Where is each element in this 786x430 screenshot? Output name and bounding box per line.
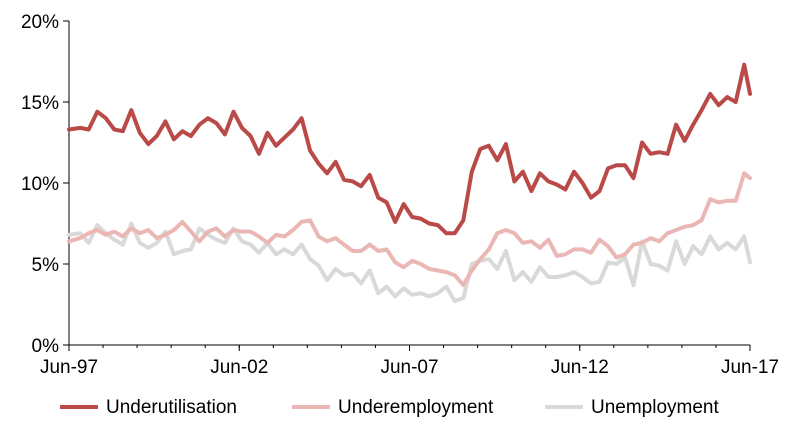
x-tick-label: Jun-17 [721, 357, 779, 378]
legend-label-unemployment: Unemployment [591, 397, 719, 418]
x-tick-label: Jun-02 [210, 357, 268, 378]
y-tick-label: 15% [21, 93, 59, 114]
y-tick-label: 0% [32, 336, 60, 357]
series-line-unemployment [67, 221, 752, 304]
legend: Underutilisation Underemployment Unemploym… [60, 397, 719, 418]
x-tick-label: Jun-07 [380, 357, 438, 378]
series-line-underutilisation [67, 62, 752, 236]
x-tick-label: Jun-97 [40, 357, 98, 378]
y-axis: 0% 5% 10% 15% 20% [21, 12, 70, 357]
y-tick-label: 5% [32, 255, 60, 276]
y-tick-label: 10% [21, 174, 59, 195]
legend-label-underutilisation: Underutilisation [106, 397, 237, 418]
legend-label-underemployment: Underemployment [338, 397, 494, 418]
x-tick-label: Jun-12 [551, 357, 609, 378]
series-line-underemployment [67, 171, 752, 288]
x-axis: Jun-97 Jun-02 Jun-07 Jun-12 Jun-17 [40, 344, 779, 378]
series-lines [67, 62, 752, 304]
y-tick-label: 20% [21, 12, 59, 33]
